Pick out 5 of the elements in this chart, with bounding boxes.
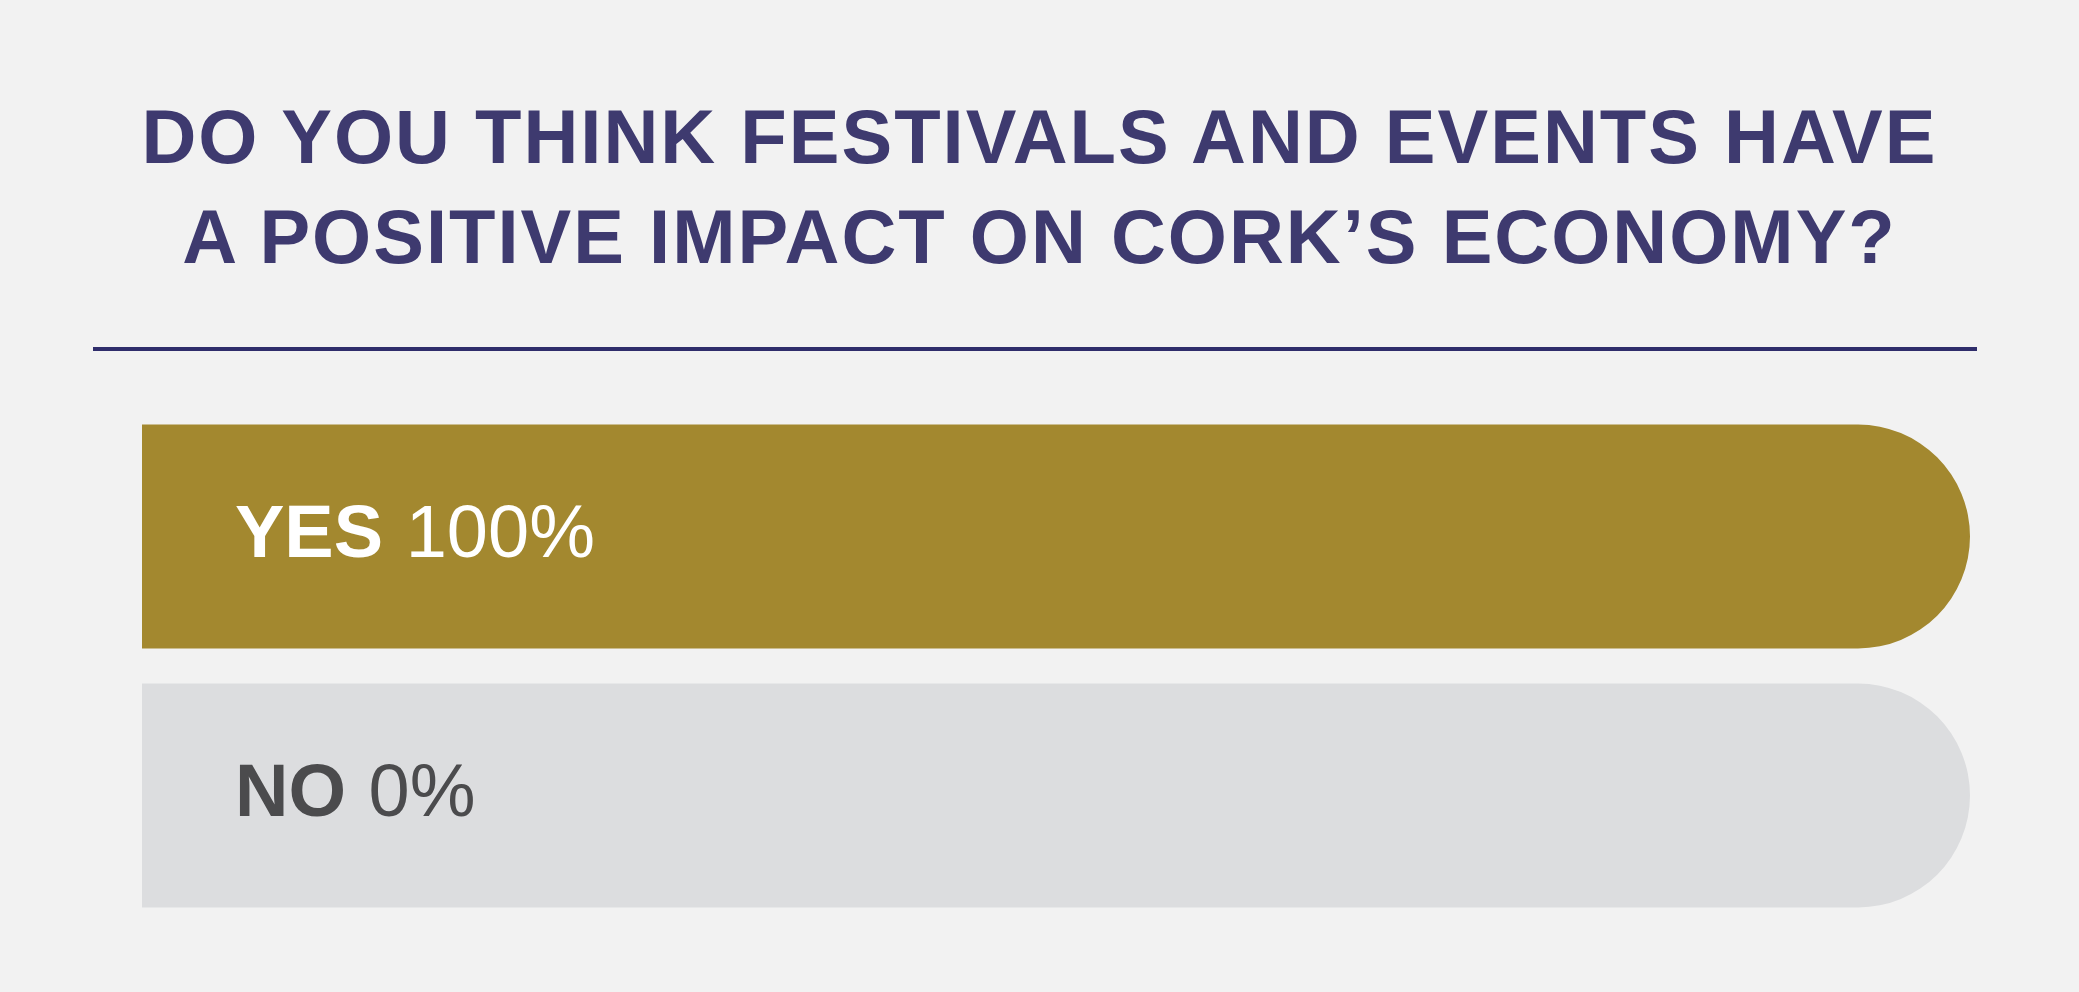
chart-title: DO YOU THINK FESTIVALS AND EVENTS HAVE A POSITIVE IMPACT ON CORK’S ECONOMY?: [140, 93, 1939, 281]
data-label: 100%: [405, 489, 595, 573]
y-tick-label: NO: [235, 748, 346, 832]
y-tick-label: YES: [235, 489, 384, 573]
data-label: 0%: [368, 748, 476, 832]
